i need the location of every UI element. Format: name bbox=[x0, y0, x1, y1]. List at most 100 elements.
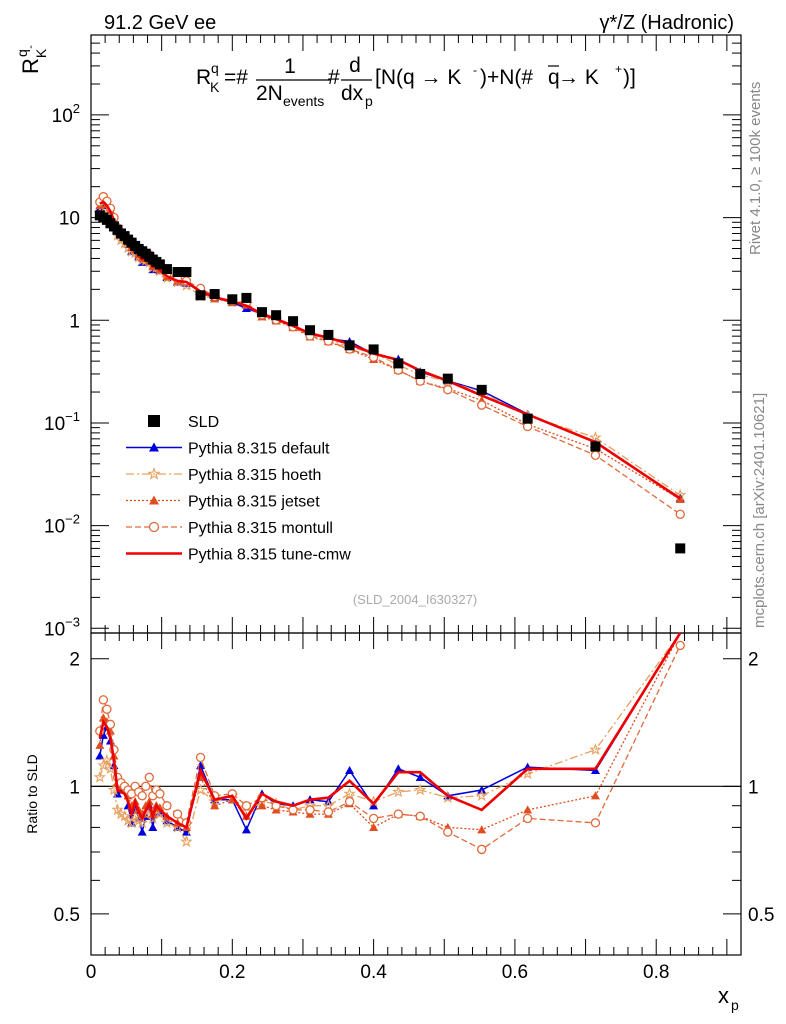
y-axis-title: RK- q bbox=[14, 45, 49, 74]
data-point-sld bbox=[305, 325, 316, 336]
formula-frac2-num: d bbox=[349, 54, 361, 77]
series-point-ratio bbox=[475, 789, 488, 802]
ratio-y-tick-label: 1 bbox=[69, 777, 80, 798]
ratio-y-axis-title: Ratio to SLD bbox=[24, 754, 40, 833]
data-point-sld bbox=[675, 543, 686, 554]
series-point-main bbox=[675, 509, 685, 519]
series-point-ratio bbox=[393, 809, 404, 819]
x-axis-title-main: x bbox=[718, 983, 729, 1008]
ratio-y-tick-label-right: 2 bbox=[748, 650, 759, 671]
series-point-ratio bbox=[257, 801, 267, 810]
formula-r-sub: K bbox=[210, 79, 220, 95]
series-point-ratio bbox=[144, 772, 154, 783]
series-point-main bbox=[590, 450, 601, 461]
x-tick-label: 0 bbox=[86, 962, 97, 983]
ratio-y-tick-label: 0.5 bbox=[54, 905, 80, 926]
legend-label: SLD bbox=[188, 414, 219, 431]
series-point-ratio bbox=[415, 772, 425, 781]
series-line-ratio bbox=[98, 632, 682, 830]
data-point-sld bbox=[368, 344, 379, 355]
formula-frac2-den-sub: p bbox=[365, 93, 373, 109]
series-point-main bbox=[477, 400, 487, 410]
series-point-ratio bbox=[590, 791, 600, 800]
y-axis-title-sup: q bbox=[14, 49, 30, 57]
series-point-ratio bbox=[368, 813, 379, 824]
series-point-ratio bbox=[305, 805, 315, 815]
x-tick-label: 0.8 bbox=[643, 962, 669, 983]
energy-label: 91.2 GeV ee bbox=[104, 12, 216, 34]
svg-text:R: R bbox=[196, 66, 211, 89]
series-point-main bbox=[443, 385, 453, 395]
series-point-ratio bbox=[675, 640, 685, 651]
formula-frac2-den: dx bbox=[341, 82, 364, 105]
series-point-ratio bbox=[93, 770, 106, 783]
series-point-ratio bbox=[241, 825, 251, 834]
process-label: γ*/Z (Hadronic) bbox=[600, 12, 734, 34]
legend-marker bbox=[149, 495, 159, 505]
x-tick-label: 0.2 bbox=[219, 962, 245, 983]
data-point-sld bbox=[288, 316, 299, 327]
formula-frac1-num: 1 bbox=[284, 55, 296, 78]
data-point-sld bbox=[476, 384, 487, 395]
formula-minus: - bbox=[473, 63, 477, 77]
formula-eq: =# bbox=[224, 66, 248, 89]
data-point-sld bbox=[241, 292, 252, 303]
y-axis-title-sub: K bbox=[33, 48, 49, 58]
y-axis-title-subsup: - bbox=[25, 45, 37, 49]
ratio-y-tick-label: 2 bbox=[69, 650, 80, 671]
formula-mid: )+N(# bbox=[480, 66, 533, 89]
series-point-ratio bbox=[415, 811, 425, 821]
data-point-sld bbox=[393, 358, 404, 369]
series-point-ratio bbox=[125, 816, 138, 829]
series-line-ratio bbox=[99, 632, 681, 834]
data-point-sld bbox=[172, 267, 183, 278]
y-tick-label: 10−1 bbox=[44, 409, 80, 435]
series-point-ratio bbox=[345, 765, 355, 775]
series-point-ratio bbox=[343, 787, 356, 800]
series-point-ratio bbox=[413, 783, 427, 796]
data-point-sld bbox=[154, 259, 165, 270]
data-point-sld bbox=[271, 310, 282, 321]
series-point-ratio bbox=[141, 781, 151, 792]
ratio-y-tick-label-right: 1 bbox=[748, 777, 759, 798]
series-point-ratio bbox=[477, 844, 487, 855]
series-point-ratio bbox=[523, 805, 533, 814]
series-point-ratio bbox=[393, 764, 403, 773]
series-point-ratio bbox=[137, 827, 147, 836]
x-tick-label: 0.4 bbox=[360, 962, 387, 983]
formula-r-sup: q bbox=[211, 60, 219, 76]
formula-frac1-den-sub: events bbox=[283, 93, 324, 109]
data-point-sld bbox=[161, 264, 172, 275]
series-point-ratio bbox=[344, 796, 355, 807]
formula-r: R bbox=[196, 66, 211, 89]
data-point-sld bbox=[195, 290, 206, 301]
svg-text:RK-: RK- bbox=[18, 45, 49, 74]
series-point-ratio bbox=[443, 827, 453, 837]
formula-title: R K q =# 1 2N events # d dx p [N(q → K -… bbox=[196, 54, 636, 109]
series-point-ratio bbox=[180, 835, 193, 848]
series-point-ratio bbox=[155, 803, 165, 812]
legend-label: Pythia 8.315 hoeth bbox=[188, 467, 321, 484]
series-point-ratio bbox=[95, 751, 105, 760]
x-axis-title-sub: p bbox=[731, 997, 739, 1013]
y-tick-label: 10−3 bbox=[44, 614, 80, 640]
formula-arrow: → K bbox=[558, 66, 599, 89]
series-point-ratio bbox=[137, 791, 147, 801]
ratio-axes: 0 0.2 0.4 0.6 0.8 0.5 0.5 1 1 2 2 bbox=[54, 633, 774, 983]
series-point-ratio bbox=[162, 816, 172, 825]
series-point-ratio bbox=[97, 758, 110, 771]
data-point-sld bbox=[522, 413, 533, 424]
series-point-main bbox=[589, 431, 602, 443]
ratio-data bbox=[93, 632, 685, 855]
formula-hash: # bbox=[328, 66, 340, 89]
data-point-sld bbox=[415, 368, 426, 379]
series-point-ratio bbox=[590, 818, 601, 828]
series-point-ratio bbox=[155, 789, 165, 799]
series-point-ratio bbox=[323, 807, 334, 817]
legend-marker bbox=[148, 415, 160, 427]
legend: SLD Pythia 8.315 default Pythia 8.315 hoet… bbox=[126, 414, 351, 564]
legend-label: Pythia 8.315 jetset bbox=[188, 494, 320, 511]
data-point-sld bbox=[442, 373, 453, 384]
formula-close: )] bbox=[623, 66, 636, 89]
series-point-ratio bbox=[522, 813, 533, 824]
